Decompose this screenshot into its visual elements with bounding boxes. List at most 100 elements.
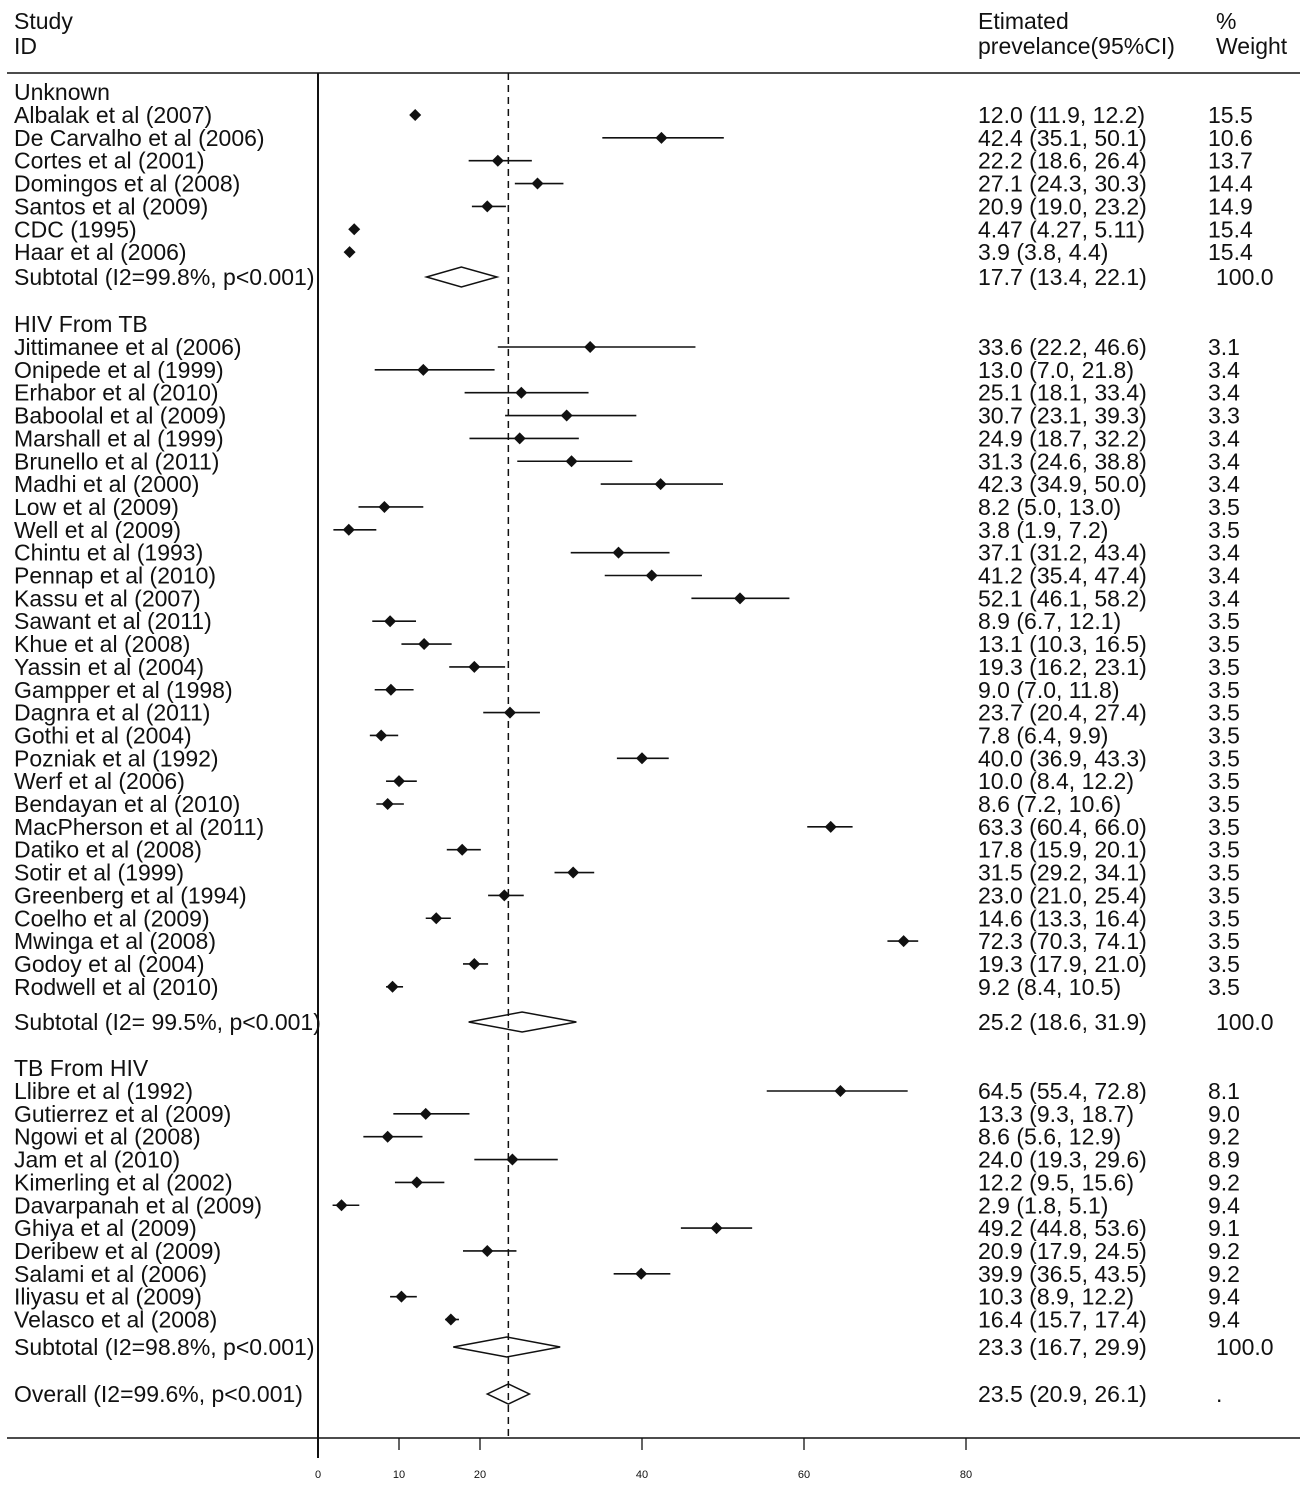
point-estimate-marker: [584, 341, 597, 353]
point-estimate-marker: [417, 363, 430, 376]
study-estimate-ci: 31.3 (24.6, 38.8): [978, 448, 1147, 474]
study-weight: 14.4: [1208, 171, 1253, 197]
study-estimate-ci: 9.2 (8.4, 10.5): [978, 974, 1121, 1000]
study-estimate-ci: 40.0 (36.9, 43.3): [978, 745, 1147, 771]
header-study: Study: [14, 8, 73, 34]
study-label: Dagnra et al (2011): [14, 700, 210, 726]
study-label: Chintu et al (1993): [14, 540, 203, 566]
study-estimate-ci: 13.3 (9.3, 18.7): [978, 1101, 1134, 1127]
point-estimate-marker: [375, 729, 388, 742]
point-estimate-marker: [481, 200, 494, 213]
x-tick-label: 10: [393, 1469, 405, 1481]
study-label: Llibre et al (1992): [14, 1078, 193, 1104]
study-weight: 15.5: [1208, 102, 1253, 128]
point-estimate-marker: [498, 889, 511, 902]
point-estimate-marker: [645, 569, 658, 582]
study-weight: 3.5: [1208, 608, 1240, 634]
study-estimate-ci: 42.4 (35.1, 50.1): [978, 125, 1147, 151]
point-estimate-marker: [635, 1267, 648, 1280]
header-weight: Weight: [1216, 33, 1288, 59]
group-header: HIV From TB: [14, 311, 148, 337]
study-estimate-ci: 63.3 (60.4, 66.0): [978, 814, 1147, 840]
study-estimate-ci: 10.0 (8.4, 12.2): [978, 768, 1134, 794]
study-weight: 3.5: [1208, 928, 1240, 954]
study-label: Davarpanah et al (2009): [14, 1192, 262, 1218]
point-estimate-marker: [513, 432, 526, 445]
study-estimate-ci: 7.8 (6.4, 9.9): [978, 722, 1108, 748]
study-label: Onipede et al (1999): [14, 357, 224, 383]
point-estimate-marker: [654, 478, 667, 491]
x-tick-label: 20: [474, 1469, 486, 1481]
study-label: Ghiya et al (2009): [14, 1215, 197, 1241]
study-weight: 3.4: [1208, 471, 1240, 497]
point-estimate-marker: [481, 1244, 494, 1257]
header-prevalence-ci: prevelance(95%CI): [978, 33, 1175, 59]
study-label: Salami et al (2006): [14, 1261, 207, 1287]
study-estimate-ci: 12.0 (11.9, 12.2): [978, 102, 1145, 128]
point-estimate-marker: [468, 660, 481, 673]
study-weight: 9.4: [1208, 1192, 1240, 1218]
point-estimate-marker: [335, 1199, 348, 1212]
study-label: Brunello et al (2011): [14, 448, 219, 474]
x-axis: 0 10 20 40 60 80: [315, 73, 972, 1481]
study-estimate-ci: 64.5 (55.4, 72.8): [978, 1078, 1147, 1104]
point-estimate-marker: [468, 957, 481, 970]
study-estimate-ci: 8.6 (7.2, 10.6): [978, 791, 1121, 817]
subtotal-estimate-ci: 17.7 (13.4, 22.1): [978, 264, 1147, 290]
study-estimate-ci: 8.6 (5.6, 12.9): [978, 1124, 1121, 1150]
point-estimate-marker: [710, 1222, 723, 1235]
study-estimate-ci: 23.7 (20.4, 27.4): [978, 700, 1147, 726]
point-estimate-marker: [381, 798, 394, 810]
overall-estimate-ci: 23.5 (20.9, 26.1): [978, 1381, 1147, 1407]
subtotal-weight: 100.0: [1216, 1009, 1274, 1035]
study-weight: 3.4: [1208, 540, 1240, 566]
study-estimate-ci: 17.8 (15.9, 20.1): [978, 837, 1147, 863]
point-estimate-marker: [384, 615, 397, 628]
subtotal-weight: 100.0: [1216, 264, 1274, 290]
point-estimate-marker: [491, 154, 504, 167]
group-header: TB From HIV: [14, 1055, 149, 1081]
study-weight: 9.4: [1208, 1284, 1240, 1310]
study-weight: 14.9: [1208, 193, 1253, 219]
study-label: Gutierrez et al (2009): [14, 1101, 231, 1127]
study-weight: 9.1: [1208, 1215, 1240, 1241]
study-weight: 9.0: [1208, 1101, 1240, 1127]
study-weight: 3.5: [1208, 517, 1240, 543]
study-weight: 3.5: [1208, 768, 1240, 794]
study-weight: 3.5: [1208, 677, 1240, 703]
study-weight: 3.5: [1208, 722, 1240, 748]
study-weight: 3.3: [1208, 403, 1240, 429]
subtotal-label: Subtotal (I2=99.8%, p<0.001): [14, 264, 315, 290]
study-estimate-ci: 33.6 (22.2, 46.6): [978, 334, 1147, 360]
study-weight: 3.5: [1208, 745, 1240, 771]
study-label: Deribew et al (2009): [14, 1238, 221, 1264]
header-id: ID: [14, 33, 37, 59]
study-label: Bendayan et al (2010): [14, 791, 240, 817]
overall-weight: .: [1216, 1381, 1222, 1407]
point-estimate-marker: [381, 1130, 394, 1143]
study-estimate-ci: 41.2 (35.4, 47.4): [978, 563, 1147, 589]
study-label: De Carvalho et al (2006): [14, 125, 265, 151]
study-label: Sawant et al (2011): [14, 608, 212, 634]
study-weight: 8.1: [1208, 1078, 1240, 1104]
study-label: Pennap et al (2010): [14, 563, 216, 589]
subtotal-label: Subtotal (I2=98.8%, p<0.001): [14, 1334, 315, 1360]
study-weight: 3.5: [1208, 791, 1240, 817]
subtotal-weight: 100.0: [1216, 1334, 1274, 1360]
study-label: Iliyasu et al (2009): [14, 1284, 202, 1310]
point-estimate-marker: [734, 592, 747, 605]
study-estimate-ci: 22.2 (18.6, 26.4): [978, 148, 1147, 174]
study-estimate-ci: 52.1 (46.1, 58.2): [978, 585, 1147, 611]
subtotal-estimate-ci: 23.3 (16.7, 29.9): [978, 1334, 1147, 1360]
point-estimate-marker: [386, 980, 399, 993]
study-weight: 3.5: [1208, 494, 1240, 520]
point-estimate-marker: [378, 500, 391, 513]
study-weight: 3.4: [1208, 448, 1240, 474]
study-label: Werf et al (2006): [14, 768, 185, 794]
study-estimate-ci: 3.9 (3.8, 4.4): [978, 239, 1108, 265]
point-estimate-marker: [343, 246, 356, 259]
subtotal-label: Subtotal (I2= 99.5%, p<0.001): [14, 1009, 321, 1035]
study-weight: 3.4: [1208, 585, 1240, 611]
study-estimate-ci: 25.1 (18.1, 33.4): [978, 380, 1147, 406]
